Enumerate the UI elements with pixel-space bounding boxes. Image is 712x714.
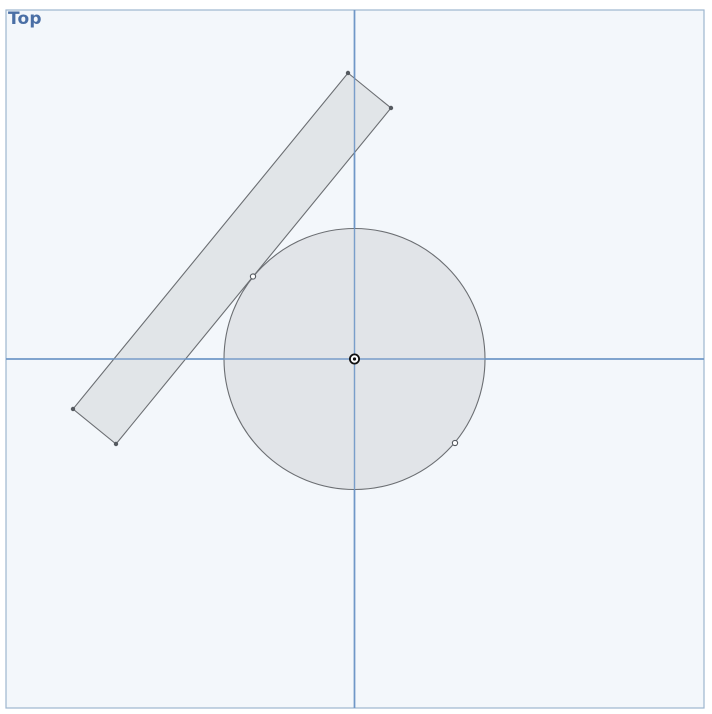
rectangle-vertex[interactable]	[345, 70, 351, 76]
circle-handle-point[interactable]	[451, 439, 459, 447]
rectangle-vertex[interactable]	[70, 406, 76, 412]
rectangle-vertex[interactable]	[113, 441, 119, 447]
view-label: Top	[8, 9, 42, 29]
intersection-point[interactable]	[249, 273, 257, 280]
origin-marker[interactable]	[348, 353, 360, 365]
rectangle-vertex[interactable]	[388, 105, 394, 111]
